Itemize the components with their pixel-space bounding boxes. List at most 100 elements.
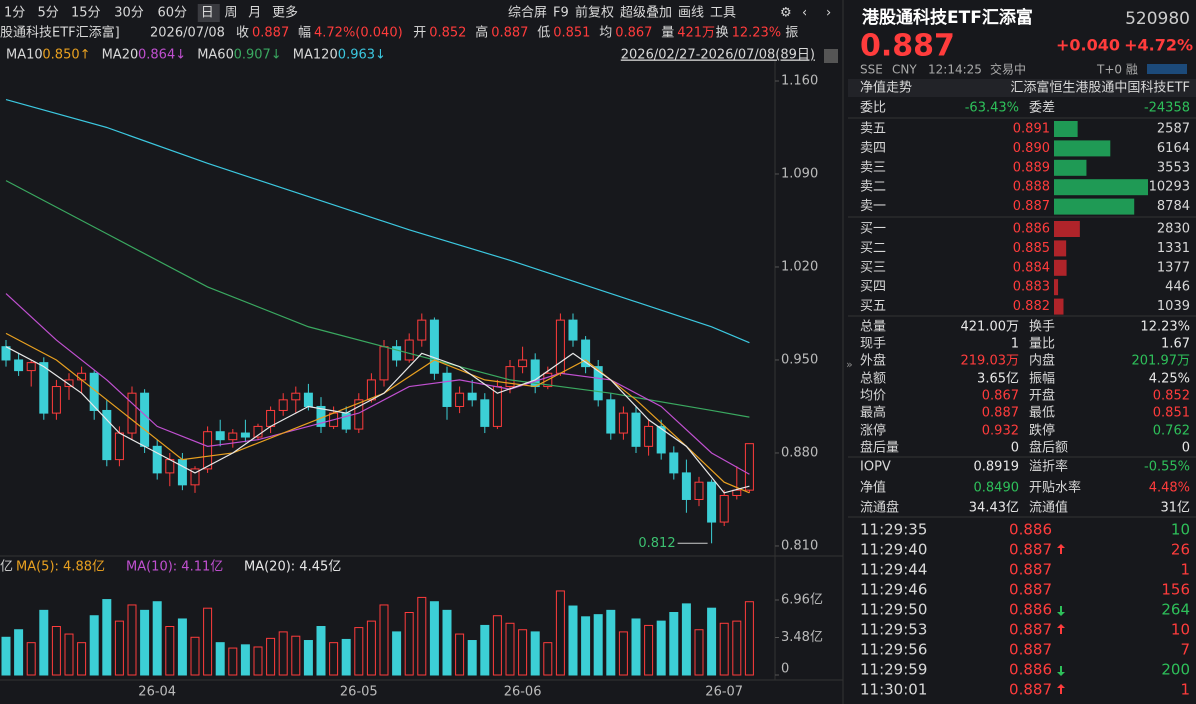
- volume-bar: [291, 635, 301, 676]
- candle-body: [744, 443, 754, 491]
- period-tab[interactable]: 周: [225, 6, 238, 21]
- tick-volume: 1: [1180, 681, 1190, 699]
- book-volume: 2587: [1157, 122, 1190, 137]
- tool-button[interactable]: 超级叠加: [620, 6, 672, 21]
- tick-arrow: [1057, 684, 1065, 694]
- volume-bar: [203, 607, 213, 676]
- tool-button[interactable]: 综合屏: [508, 6, 547, 21]
- date: 2026/07/08: [150, 26, 225, 41]
- candle-body: [291, 392, 301, 401]
- vol-legend: MA(20): 4.45亿: [244, 560, 341, 575]
- candle-body: [190, 468, 200, 486]
- info-value: 0.852: [429, 26, 466, 41]
- book-price: 0.886: [1013, 222, 1050, 237]
- stat-value: -0.55%: [1144, 460, 1190, 475]
- stat-label: 盘后额: [1029, 440, 1068, 456]
- tick-volume: 10: [1171, 621, 1190, 639]
- info-value: 421万: [677, 26, 715, 41]
- stat-value: 0.867: [982, 389, 1019, 404]
- tool-icons[interactable]: [1147, 64, 1187, 74]
- candle-body: [707, 481, 717, 523]
- stat-value: 4.25%: [1149, 372, 1190, 387]
- period-tab[interactable]: 日: [201, 6, 214, 21]
- collapse-icon[interactable]: »: [846, 358, 853, 371]
- stat-label: 量比: [1029, 337, 1055, 352]
- volume-bar: [127, 604, 137, 676]
- candle-body: [631, 412, 641, 447]
- candle-body: [480, 399, 490, 427]
- tool-button[interactable]: 画线: [678, 6, 704, 21]
- ma-line: [5, 293, 750, 475]
- stat-label: 跌停: [1029, 423, 1055, 439]
- period-tab[interactable]: 更多: [272, 5, 298, 21]
- tool-button[interactable]: 工具: [710, 6, 736, 21]
- stat-label: 开盘: [1029, 388, 1055, 404]
- candle-body: [303, 392, 313, 407]
- volume-bar: [530, 631, 540, 676]
- vol-legend: 亿: [0, 560, 13, 575]
- ma-line: [5, 346, 750, 494]
- y-tick-label: 1.020: [781, 259, 818, 274]
- book-label: 卖三: [860, 160, 886, 175]
- period-tab[interactable]: 月: [248, 6, 261, 21]
- book-volume: 3553: [1157, 160, 1190, 175]
- volume-bar: [492, 615, 502, 676]
- next-icon[interactable]: ›: [826, 6, 831, 21]
- book-label: 买三: [860, 260, 886, 275]
- v-tick-label: 0: [781, 662, 789, 677]
- y-tick-label: 0.880: [781, 445, 818, 460]
- candle-body: [152, 445, 162, 474]
- book-price: 0.882: [1013, 299, 1050, 314]
- period-tab[interactable]: 5分: [38, 6, 59, 21]
- stat-value: 0: [1182, 441, 1190, 456]
- nav-link[interactable]: 净值走势: [860, 80, 912, 96]
- volume-bar: [190, 636, 200, 676]
- wp-icon[interactable]: [824, 49, 838, 63]
- tool-button[interactable]: 前复权: [575, 5, 614, 21]
- period-tab[interactable]: 30分: [114, 6, 144, 21]
- tick-time: 11:29:35: [860, 521, 927, 539]
- book-label: 买二: [860, 241, 886, 256]
- stat-label: 总量: [860, 320, 886, 335]
- volume-bar: [581, 616, 591, 676]
- candle-body: [505, 366, 515, 388]
- candle-body: [581, 339, 591, 368]
- prev-icon[interactable]: ‹: [802, 6, 807, 21]
- volume-bar: [455, 633, 465, 676]
- volume-bar: [228, 647, 238, 676]
- settings-icon[interactable]: ⚙: [780, 6, 792, 21]
- tick-time: 11:29:50: [860, 601, 927, 619]
- tick-volume: 156: [1161, 581, 1190, 599]
- tick-volume: 200: [1161, 661, 1190, 679]
- tick-volume: 10: [1171, 521, 1190, 539]
- volume-bar: [278, 631, 288, 676]
- tick-price: 0.887: [1009, 581, 1052, 599]
- period-tab[interactable]: 1分: [4, 6, 25, 21]
- ma-value: 0.864↓: [138, 48, 186, 63]
- volume-bar: [694, 629, 704, 676]
- candle-body: [102, 409, 112, 461]
- v-tick-label: 3.48亿: [781, 630, 823, 645]
- volume-bar: [732, 620, 742, 676]
- period-tab[interactable]: 15分: [71, 6, 101, 21]
- candle-body: [51, 386, 61, 414]
- tick-price: 0.887: [1009, 561, 1052, 579]
- ma-label: MA10: [6, 48, 43, 63]
- stat-value: 0.851: [1153, 406, 1190, 421]
- info-label: 量: [661, 26, 674, 41]
- stat-label: 净值: [860, 480, 886, 496]
- candle-body: [442, 372, 452, 407]
- date-range[interactable]: 2026/02/27-2026/07/08(89日): [621, 48, 815, 63]
- ratio-value: -24358: [1144, 101, 1190, 116]
- book-label: 买五: [860, 299, 886, 314]
- candle-body: [555, 319, 565, 374]
- tool-button[interactable]: F9: [553, 6, 569, 21]
- candle-body: [127, 392, 137, 434]
- book-label: 卖一: [860, 199, 886, 214]
- stat-label: 均价: [860, 389, 886, 404]
- period-tab[interactable]: 60分: [158, 6, 188, 21]
- tick-price: 0.887: [1009, 641, 1052, 659]
- stat-label: 最高: [860, 405, 886, 421]
- quote-name: 港股通科技ETF汇添富: [862, 7, 1033, 28]
- candle-body: [644, 425, 654, 447]
